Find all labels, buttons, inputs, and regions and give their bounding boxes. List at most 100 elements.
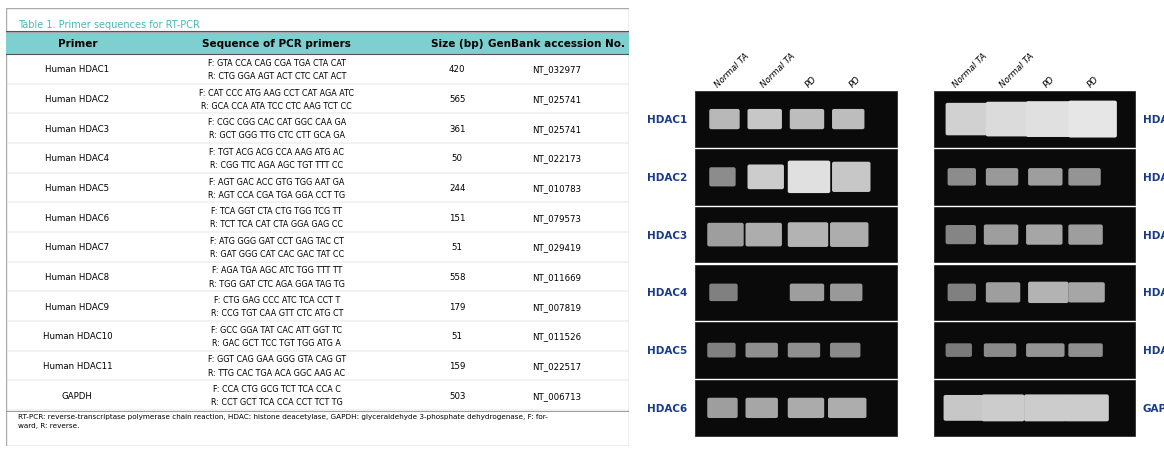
Text: NT_007819: NT_007819 [532,302,582,311]
Text: Human HDAC5: Human HDAC5 [45,184,109,192]
Text: Normal TA: Normal TA [998,51,1036,89]
Text: 159: 159 [449,361,466,370]
Bar [695,92,896,147]
Text: NT_022173: NT_022173 [532,154,582,163]
FancyBboxPatch shape [789,110,824,130]
Text: NT_025741: NT_025741 [532,125,582,133]
Text: HDAC8: HDAC8 [1143,172,1164,182]
FancyBboxPatch shape [945,104,988,136]
FancyBboxPatch shape [945,226,975,245]
Text: R: CGG TTC AGA AGC TGT TTT CC: R: CGG TTC AGA AGC TGT TTT CC [211,161,343,170]
FancyBboxPatch shape [1027,344,1065,357]
Bar [934,207,1135,263]
Text: Size (bp): Size (bp) [431,39,483,49]
FancyBboxPatch shape [1069,225,1102,245]
Bar [934,92,1135,147]
FancyBboxPatch shape [1028,282,1069,303]
Text: Table 1. Primer sequences for RT-PCR: Table 1. Primer sequences for RT-PCR [19,20,200,30]
Text: F: CTG GAG CCC ATC TCA CCT T: F: CTG GAG CCC ATC TCA CCT T [213,295,340,304]
Text: Normal TA: Normal TA [951,51,989,89]
FancyBboxPatch shape [981,394,1024,421]
FancyBboxPatch shape [830,223,868,248]
Text: R: TGG GAT CTC AGA GGA TAG TG: R: TGG GAT CTC AGA GGA TAG TG [208,279,345,288]
Text: HDAC3: HDAC3 [647,230,687,240]
Text: 503: 503 [449,391,466,400]
Bar [934,150,1135,205]
Text: Human HDAC6: Human HDAC6 [45,213,109,222]
Text: NT_022517: NT_022517 [532,361,582,370]
FancyBboxPatch shape [984,225,1018,245]
FancyBboxPatch shape [709,168,736,187]
Text: NT_079573: NT_079573 [532,213,582,222]
Text: F: AGA TGA AGC ATC TGG TTT TT: F: AGA TGA AGC ATC TGG TTT TT [212,266,342,275]
FancyBboxPatch shape [832,110,865,130]
Text: Human HDAC9: Human HDAC9 [45,302,109,311]
Text: HDAC5: HDAC5 [647,345,687,355]
Text: R: TTG CAC TGA ACA GGC AAG AC: R: TTG CAC TGA ACA GGC AAG AC [208,368,346,377]
Bar [695,323,896,378]
FancyBboxPatch shape [986,169,1018,186]
FancyBboxPatch shape [1064,394,1109,421]
FancyBboxPatch shape [788,343,821,358]
Text: R: GAC GCT TCC TGT TGG ATG A: R: GAC GCT TCC TGT TGG ATG A [212,338,341,347]
Bar [934,323,1135,378]
Text: NT_029419: NT_029419 [532,243,581,252]
Text: R: GAT GGG CAT CAC GAC TAT CC: R: GAT GGG CAT CAC GAC TAT CC [210,249,343,258]
Text: HDAC9: HDAC9 [1143,230,1164,240]
Bar [934,265,1135,320]
Text: Human HDAC11: Human HDAC11 [43,361,112,370]
Text: Normal TA: Normal TA [759,51,797,89]
Text: 420: 420 [449,65,466,74]
Text: 361: 361 [449,125,466,133]
Text: 558: 558 [449,273,466,281]
Text: HDAC1: HDAC1 [647,115,687,125]
FancyBboxPatch shape [1027,225,1063,245]
Text: NT_006713: NT_006713 [532,391,582,400]
FancyBboxPatch shape [830,284,863,302]
FancyBboxPatch shape [788,398,824,418]
FancyBboxPatch shape [984,344,1016,357]
FancyBboxPatch shape [708,398,738,418]
FancyBboxPatch shape [747,110,782,130]
Text: Human HDAC7: Human HDAC7 [45,243,109,252]
Text: GenBank accession No.: GenBank accession No. [489,39,625,49]
Text: Human HDAC10: Human HDAC10 [43,332,112,341]
Bar [695,150,896,205]
Text: NT_032977: NT_032977 [532,65,582,74]
Text: NT_011526: NT_011526 [532,332,582,341]
FancyBboxPatch shape [788,161,830,194]
Text: Human HDAC8: Human HDAC8 [45,273,109,281]
FancyBboxPatch shape [1069,169,1101,186]
Text: GAPDH: GAPDH [62,391,93,400]
Text: F: CGC CGG CAC CAT GGC CAA GA: F: CGC CGG CAC CAT GGC CAA GA [207,118,346,127]
Text: Human HDAC2: Human HDAC2 [45,95,109,104]
FancyBboxPatch shape [789,284,824,302]
FancyBboxPatch shape [1024,394,1066,421]
FancyBboxPatch shape [947,284,975,302]
Text: R: CCT GCT TCA CCA CCT TCT TG: R: CCT GCT TCA CCA CCT TCT TG [211,397,342,406]
Text: Sequence of PCR primers: Sequence of PCR primers [203,39,352,49]
Text: F: GTA CCA CAG CGA TGA CTA CAT: F: GTA CCA CAG CGA TGA CTA CAT [207,59,346,68]
Text: PD: PD [1086,74,1101,89]
FancyBboxPatch shape [745,343,778,358]
Bar [934,380,1135,435]
Text: R: GCA CCA ATA TCC CTC AAG TCT CC: R: GCA CCA ATA TCC CTC AAG TCT CC [201,101,352,111]
Text: Human HDAC3: Human HDAC3 [45,125,109,133]
Text: 51: 51 [452,332,463,341]
Text: HDAC10: HDAC10 [1143,288,1164,298]
Text: HDAC4: HDAC4 [647,288,687,298]
Text: 565: 565 [449,95,466,104]
Text: 50: 50 [452,154,463,163]
FancyBboxPatch shape [708,223,744,247]
FancyBboxPatch shape [828,398,866,418]
Text: Human HDAC4: Human HDAC4 [45,154,109,163]
FancyBboxPatch shape [745,223,782,247]
FancyBboxPatch shape [1069,344,1102,357]
Bar [6,32,629,55]
FancyBboxPatch shape [708,343,736,358]
Text: F: CAT CCC ATG AAG CCT CAT AGA ATC: F: CAT CCC ATG AAG CCT CAT AGA ATC [199,88,354,97]
Text: F: GGT CAG GAA GGG GTA CAG GT: F: GGT CAG GAA GGG GTA CAG GT [207,355,346,364]
Text: F: TGT ACG ACG CCA AAG ATG AC: F: TGT ACG ACG CCA AAG ATG AC [210,147,345,157]
FancyBboxPatch shape [986,283,1021,303]
Text: PD: PD [847,74,863,89]
